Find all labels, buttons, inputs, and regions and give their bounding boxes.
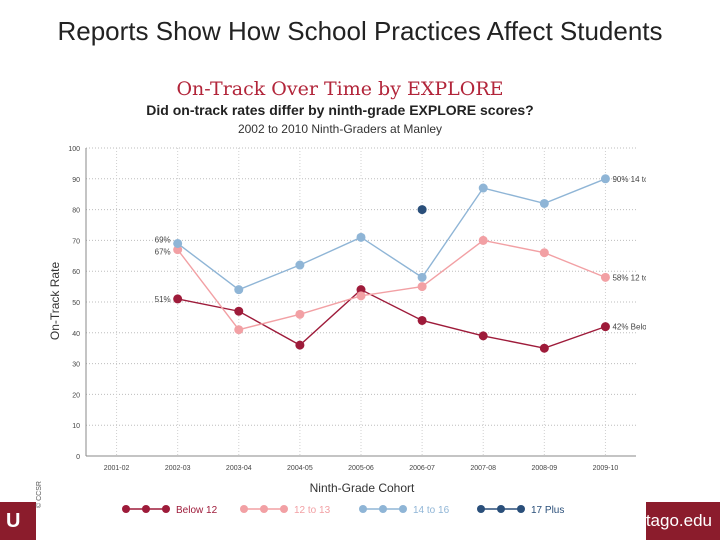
data-label: 69% bbox=[155, 235, 171, 244]
chart-subtitle: 2002 to 2010 Ninth-Graders at Manley bbox=[238, 122, 442, 136]
data-label: 90% 14 to 16 bbox=[612, 175, 646, 184]
data-label: 51% bbox=[155, 295, 171, 304]
data-point-below12 bbox=[173, 294, 183, 304]
data-point-17plus bbox=[417, 205, 427, 215]
y-tick-label: 60 bbox=[72, 269, 80, 276]
data-point-12to13 bbox=[539, 248, 549, 258]
data-point-14to16 bbox=[173, 238, 183, 248]
x-tick-label: 2007-08 bbox=[470, 465, 496, 472]
x-tick-label: 2004-05 bbox=[287, 465, 313, 472]
x-tick-label: 2006-07 bbox=[409, 465, 435, 472]
legend-label-below12: Below 12 bbox=[176, 505, 218, 516]
chart-title: Did on-track rates differ by ninth-grade… bbox=[146, 102, 533, 118]
data-point-below12 bbox=[539, 343, 549, 353]
data-point-12to13 bbox=[478, 235, 488, 245]
chart-figure: On-Track Over Time by EXPLORE Did on-tra… bbox=[36, 64, 664, 540]
footer-logo-text: U bbox=[6, 510, 21, 532]
data-point-below12 bbox=[600, 322, 610, 332]
data-point-14to16 bbox=[295, 260, 305, 270]
legend-marker-17plus bbox=[517, 505, 525, 513]
data-point-12to13 bbox=[417, 282, 427, 292]
data-label: 58% 12 to 13 bbox=[612, 273, 646, 282]
legend-marker-14to16 bbox=[359, 505, 367, 513]
y-tick-label: 100 bbox=[68, 146, 80, 153]
data-point-12to13 bbox=[234, 325, 244, 335]
data-point-12to13 bbox=[295, 309, 305, 319]
legend-marker-17plus bbox=[477, 505, 485, 513]
y-tick-label: 50 bbox=[72, 300, 80, 307]
y-axis-label: On-Track Rate bbox=[48, 262, 62, 341]
data-point-14to16 bbox=[417, 272, 427, 282]
x-tick-label: 2002-03 bbox=[165, 465, 191, 472]
data-point-12to13 bbox=[600, 272, 610, 282]
legend-marker-below12 bbox=[122, 505, 130, 513]
legend-marker-14to16 bbox=[379, 505, 387, 513]
x-tick-label: 2005-06 bbox=[348, 465, 374, 472]
data-label: 67% bbox=[155, 248, 171, 257]
data-point-14to16 bbox=[600, 174, 610, 184]
legend-marker-12to13 bbox=[260, 505, 268, 513]
legend-label-12to13: 12 to 13 bbox=[294, 505, 331, 516]
footer-url[interactable]: tago.edu bbox=[645, 511, 712, 530]
x-axis-label: Ninth-Grade Cohort bbox=[310, 481, 415, 495]
legend-marker-below12 bbox=[162, 505, 170, 513]
data-point-12to13 bbox=[173, 245, 183, 255]
data-point-below12 bbox=[356, 285, 366, 295]
x-tick-label: 2003-04 bbox=[226, 465, 252, 472]
legend-marker-12to13 bbox=[280, 505, 288, 513]
y-tick-label: 0 bbox=[76, 454, 80, 461]
y-tick-label: 30 bbox=[72, 362, 80, 369]
series-line-14to16 bbox=[177, 178, 606, 291]
data-point-14to16 bbox=[478, 183, 488, 193]
data-point-14to16 bbox=[234, 285, 244, 295]
y-tick-label: 90 bbox=[72, 177, 80, 184]
x-tick-label: 2008-09 bbox=[531, 465, 557, 472]
data-point-below12 bbox=[417, 315, 427, 325]
data-point-below12 bbox=[234, 306, 244, 316]
data-point-below12 bbox=[295, 340, 305, 350]
legend-marker-12to13 bbox=[240, 505, 248, 513]
x-tick-label: 2001-02 bbox=[104, 465, 130, 472]
legend-marker-17plus bbox=[497, 505, 505, 513]
line-chart: On-Track Over Time by EXPLORE Did on-tra… bbox=[48, 78, 664, 516]
legend-label-14to16: 14 to 16 bbox=[413, 505, 450, 516]
y-tick-label: 70 bbox=[72, 238, 80, 245]
y-tick-label: 40 bbox=[72, 331, 80, 338]
data-point-12to13 bbox=[356, 291, 366, 301]
chart-serif-title: On-Track Over Time by EXPLORE bbox=[176, 78, 503, 100]
legend-marker-14to16 bbox=[399, 505, 407, 513]
slide-title: Reports Show How School Practices Affect… bbox=[57, 16, 663, 46]
x-tick-label: 2009-10 bbox=[593, 465, 619, 472]
copyright-watermark: © CCSR bbox=[36, 481, 43, 508]
data-point-14to16 bbox=[356, 232, 366, 242]
legend-label-17plus: 17 Plus bbox=[531, 505, 564, 516]
series-line-12to13 bbox=[177, 239, 606, 331]
data-label: 42% Below 12 bbox=[612, 323, 646, 332]
y-tick-label: 20 bbox=[72, 392, 80, 399]
data-point-14to16 bbox=[539, 198, 549, 208]
data-point-below12 bbox=[478, 331, 488, 341]
y-tick-label: 80 bbox=[72, 208, 80, 215]
y-tick-label: 10 bbox=[72, 423, 80, 430]
legend-marker-below12 bbox=[142, 505, 150, 513]
series-line-below12 bbox=[177, 288, 606, 349]
